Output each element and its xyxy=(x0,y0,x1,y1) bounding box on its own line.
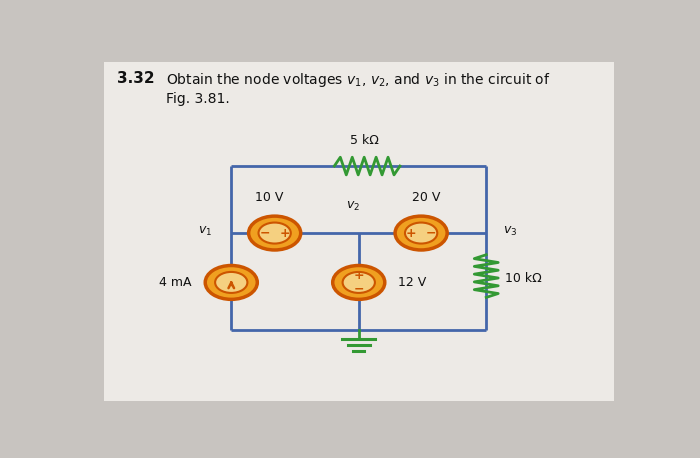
Text: $v_1$: $v_1$ xyxy=(198,225,212,238)
Text: +: + xyxy=(406,227,416,240)
Text: $v_2$: $v_2$ xyxy=(346,200,360,213)
Text: Fig. 3.81.: Fig. 3.81. xyxy=(166,92,230,106)
Text: 10 kΩ: 10 kΩ xyxy=(505,272,542,284)
Circle shape xyxy=(395,216,447,250)
Circle shape xyxy=(215,272,247,293)
Text: +: + xyxy=(279,227,290,240)
Text: 10 V: 10 V xyxy=(255,191,284,204)
Circle shape xyxy=(342,272,375,293)
FancyBboxPatch shape xyxy=(104,62,614,401)
Text: −: − xyxy=(426,227,436,240)
Text: −: − xyxy=(260,227,270,240)
Text: −: − xyxy=(354,283,364,295)
Circle shape xyxy=(332,266,385,300)
Text: Obtain the node voltages $v_1$, $v_2$, and $v_3$ in the circuit of: Obtain the node voltages $v_1$, $v_2$, a… xyxy=(166,71,551,89)
Text: $v_3$: $v_3$ xyxy=(503,225,517,238)
Text: 4 mA: 4 mA xyxy=(159,276,192,289)
Text: 20 V: 20 V xyxy=(412,191,441,204)
Circle shape xyxy=(205,266,258,300)
Text: 12 V: 12 V xyxy=(398,276,426,289)
Text: +: + xyxy=(354,269,364,283)
Circle shape xyxy=(405,223,438,244)
Text: 3.32: 3.32 xyxy=(118,71,155,86)
Text: 5 kΩ: 5 kΩ xyxy=(350,134,379,147)
Circle shape xyxy=(258,223,290,244)
Circle shape xyxy=(248,216,301,250)
